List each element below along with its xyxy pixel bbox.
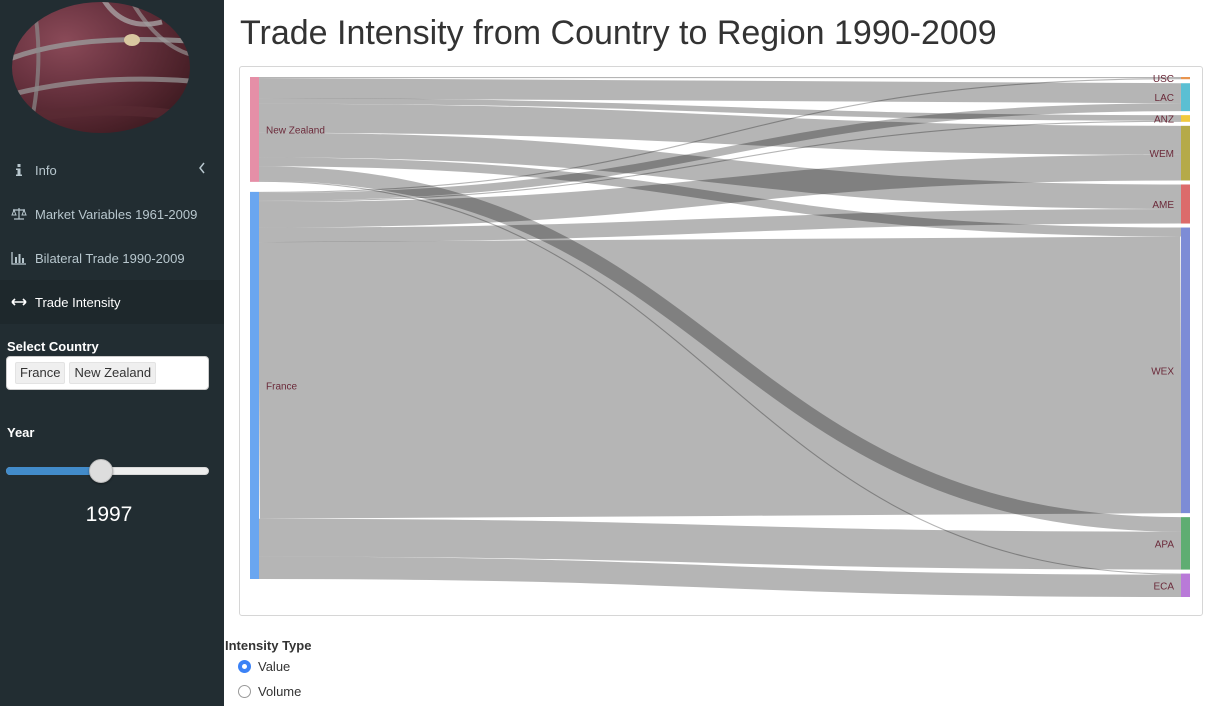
sankey-link-france-eca[interactable]	[258, 556, 1182, 598]
sidebar-item-label: Bilateral Trade 1990-2009	[35, 250, 185, 266]
sankey-svg: New Zealand France USC LAC ANZ WEM AME WEX APA EC…	[250, 74, 1190, 598]
sidebar-item-info[interactable]: Info	[0, 148, 224, 192]
sankey-node-ame[interactable]	[1181, 184, 1190, 224]
sidebar: Info Market Variables 1961-2009 Bilatera…	[0, 0, 224, 706]
radio-value[interactable]: Value	[238, 659, 290, 674]
year-value: 1997	[85, 503, 133, 526]
selected-country-chip[interactable]: France	[15, 362, 66, 384]
sankey-link-new-zealand-ame[interactable]	[258, 132, 1182, 210]
sankey-node-label: LAC	[1155, 93, 1174, 104]
sankey-node-label: ECA	[1153, 581, 1174, 592]
sankey-node-usc[interactable]	[1181, 77, 1190, 80]
sankey-node-lac[interactable]	[1181, 83, 1190, 112]
page-title: Trade Intensity from Country to Region 1…	[240, 14, 997, 52]
sidebar-item-bilateral-trade[interactable]: Bilateral Trade 1990-2009	[0, 236, 224, 280]
year-slider-handle[interactable]	[89, 459, 113, 483]
sankey-link-new-zealand-eca[interactable]	[258, 180, 1182, 575]
bar-chart-icon	[11, 250, 27, 266]
sankey-link-france-usc[interactable]	[258, 78, 1182, 193]
sankey-link-france-anz[interactable]	[258, 120, 1182, 202]
sankey-link-france-ame[interactable]	[258, 209, 1182, 243]
country-multiselect[interactable]: France New Zealand	[6, 356, 209, 390]
sidebar-item-label: Market Variables 1961-2009	[35, 206, 198, 222]
sankey-node-label: New Zealand	[266, 125, 325, 136]
radio-volume-label: Volume	[258, 684, 302, 699]
sankey-link-france-apa[interactable]	[258, 518, 1182, 570]
arrows-h-icon	[11, 294, 27, 310]
radio-button-volume[interactable]	[238, 685, 251, 698]
sankey-link-new-zealand-anz[interactable]	[258, 98, 1182, 121]
sankey-node-wem[interactable]	[1181, 125, 1190, 181]
sidebar-item-label: Info	[35, 162, 57, 178]
sankey-node-label: WEX	[1151, 366, 1174, 377]
sankey-node-label: AME	[1152, 200, 1174, 211]
sankey-node-label: APA	[1155, 539, 1175, 550]
sankey-node-wex[interactable]	[1181, 227, 1190, 514]
sankey-link-new-zealand-lac[interactable]	[258, 78, 1182, 104]
sankey-link-new-zealand-apa[interactable]	[258, 166, 1182, 532]
sankey-node-label: ANZ	[1154, 114, 1174, 125]
year-slider-fill	[6, 467, 101, 475]
sankey-chart: New Zealand France USC LAC ANZ WEM AME WEX APA EC…	[239, 66, 1203, 616]
chevron-left-icon	[198, 162, 206, 177]
sankey-link-new-zealand-wem[interactable]	[258, 103, 1182, 155]
sidebar-item-label: Trade Intensity	[35, 294, 121, 310]
sankey-node-anz[interactable]	[1181, 115, 1190, 122]
sankey-node-eca[interactable]	[1181, 573, 1190, 597]
sankey-node-apa[interactable]	[1181, 517, 1190, 570]
sankey-node-france[interactable]	[250, 191, 259, 579]
sankey-node-label: USC	[1153, 74, 1174, 85]
info-icon	[11, 162, 27, 178]
sankey-link-france-wem[interactable]	[258, 154, 1182, 228]
sidebar-menu: Info Market Variables 1961-2009 Bilatera…	[0, 148, 224, 324]
sidebar-item-market-variables[interactable]: Market Variables 1961-2009	[0, 192, 224, 236]
sidebar-item-trade-intensity[interactable]: Trade Intensity	[0, 280, 224, 324]
select-country-label: Select Country	[7, 339, 99, 354]
sankey-node-label: France	[266, 381, 298, 392]
intensity-type-label: Intensity Type	[225, 638, 312, 653]
sankey-link-new-zealand-wex[interactable]	[258, 157, 1182, 237]
year-label: Year	[7, 425, 35, 440]
balance-scale-icon	[11, 206, 27, 222]
sankey-node-new-zealand[interactable]	[250, 77, 259, 182]
sankey-link-france-lac[interactable]	[258, 103, 1182, 201]
sankey-link-france-wex[interactable]	[258, 236, 1182, 519]
radio-volume[interactable]: Volume	[238, 684, 301, 699]
selected-country-chip[interactable]: New Zealand	[69, 362, 157, 384]
radio-button-value[interactable]	[238, 660, 251, 673]
wine-barrel-logo	[12, 2, 190, 133]
sankey-node-label: WEM	[1150, 149, 1174, 160]
radio-value-label: Value	[258, 659, 291, 674]
